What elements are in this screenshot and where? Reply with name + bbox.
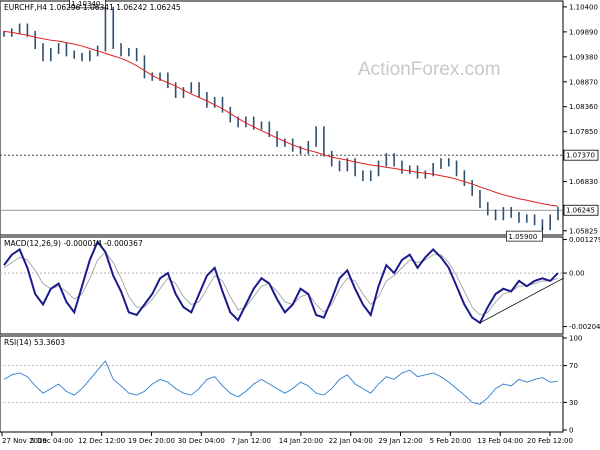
x-tick-label: 29 Jan 12:00	[378, 437, 422, 445]
x-tick-label: 5 Feb 20:00	[430, 437, 471, 445]
macd-y-tick-label: -0.002042	[569, 323, 600, 331]
price-y-tick-label: 1.06830	[569, 178, 598, 186]
rsi-panel-title: RSI(14) 53.3603	[4, 338, 65, 347]
price-y-tick-label: 1.07850	[569, 128, 598, 136]
price-level-label: 1.06245	[566, 207, 595, 215]
price-annotation-label: 1.05900	[508, 233, 537, 241]
price-level-box	[563, 204, 599, 216]
rsi-y-tick-label: 100	[569, 335, 582, 343]
rsi-series	[0, 360, 563, 405]
rsi-y-axis: 100 70 30 0	[563, 335, 582, 435]
x-tick-label: 12 Dec 12:00	[78, 437, 125, 445]
macd-signal-line	[3, 251, 559, 316]
moving-average-line	[3, 30, 559, 207]
rsi-panel-frame	[0, 335, 564, 433]
x-tick-label: 7 Jan 12:00	[231, 437, 271, 445]
price-level-box	[563, 149, 599, 161]
macd-trendline	[479, 277, 565, 324]
x-tick-label: 13 Feb 04:00	[477, 437, 523, 445]
watermark: ActionForex.com	[358, 59, 501, 80]
x-tick-label: 22 Jan 04:00	[329, 437, 373, 445]
x-tick-label: 30 Dec 04:00	[178, 437, 225, 445]
rsi-y-tick-label: 0	[569, 427, 573, 435]
x-tick-label: 19 Dec 20:00	[128, 437, 175, 445]
price-annotation-box	[506, 230, 543, 242]
macd-y-axis: 0.001279 0.00 -0.002042	[563, 236, 600, 331]
macd-y-tick-label: 0.00	[569, 270, 585, 278]
macd-panel-title: MACD(12,26,9) -0.000014 -0.000367	[4, 239, 143, 248]
price-y-tick-label: 1.08870	[569, 78, 598, 86]
x-tick-label: 5 Dec 04:00	[31, 437, 74, 445]
macd-y-tick-label: 0.001279	[569, 236, 600, 244]
price-y-tick-label: 1.10400	[569, 3, 598, 11]
price-annotation-box	[69, 0, 106, 9]
price-y-axis: 1.10400 1.09890 1.09380 1.08870 1.08360 1.078…	[563, 3, 599, 235]
price-series: 1.10340 1.05900	[0, 0, 563, 242]
x-tick-label: 27 Nov 2019	[2, 437, 47, 445]
price-y-tick-label: 1.08360	[569, 103, 598, 111]
price-y-tick-label: 1.09380	[569, 53, 598, 61]
macd-panel-frame	[0, 236, 564, 335]
x-tick-label: 20 Feb 12:00	[527, 437, 573, 445]
price-annotation-label: 1.10340	[71, 0, 100, 8]
price-y-tick-label: 1.05825	[569, 227, 598, 235]
rsi-y-tick-label: 70	[569, 362, 578, 370]
rsi-y-tick-label: 30	[569, 399, 578, 407]
price-level-label: 1.07370	[566, 152, 595, 160]
x-tick-label: 14 Jan 20:00	[279, 437, 323, 445]
price-y-tick-label: 1.09890	[569, 28, 598, 36]
macd-series	[0, 239, 565, 325]
price-panel-title: EURCHF,H4 1.06296 1.06341 1.06242 1.0624…	[4, 3, 181, 12]
macd-line	[3, 239, 559, 325]
rsi-line	[3, 360, 559, 405]
price-panel-frame	[0, 0, 564, 236]
